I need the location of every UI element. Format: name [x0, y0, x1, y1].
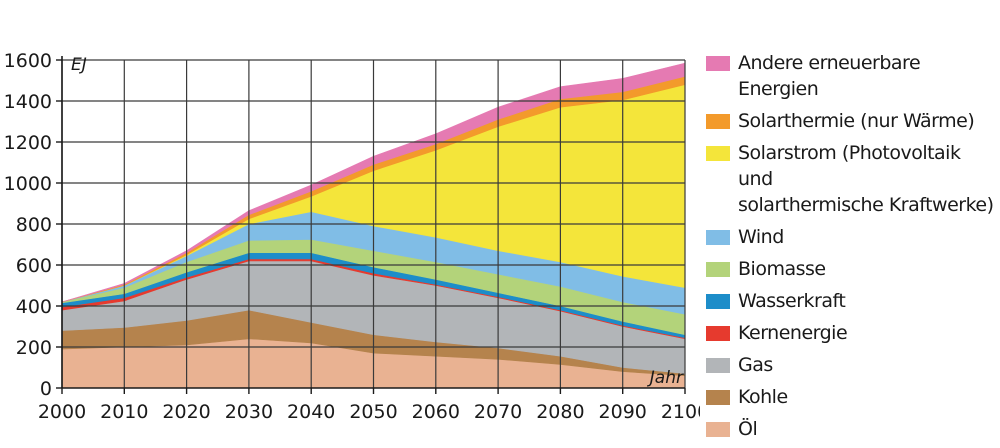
y-tick-label: 400 [16, 296, 52, 318]
legend-label: Öl [738, 418, 758, 440]
legend-swatch [706, 294, 730, 309]
legend-item: Solarthermie (nur Wärme) [706, 108, 1000, 134]
legend-label: Andere erneuerbare Energien [738, 52, 921, 100]
axes [56, 56, 686, 394]
energy-area-chart: 0 200 400 600 800 1000 1200 1400 1600 2000 2010 202… [4, 50, 700, 423]
y-tick-label: 1200 [4, 132, 52, 154]
y-tick-label: 600 [16, 255, 52, 277]
x-tick-label: 2000 [38, 401, 86, 423]
legend-swatch [706, 262, 730, 277]
legend-swatch [706, 114, 730, 129]
legend-label: Gas [738, 354, 773, 376]
y-tick-label: 200 [16, 337, 52, 359]
legend-label: Solarthermie (nur Wärme) [738, 110, 975, 132]
legend-swatch [706, 390, 730, 405]
legend-item: Solarstrom (Photovoltaik und solarthermi… [706, 140, 1000, 218]
x-tick-label: 2090 [599, 401, 647, 423]
legend-item: Gas [706, 352, 1000, 378]
x-tick-label: 2050 [349, 401, 397, 423]
y-axis-unit-label: EJ [71, 55, 87, 75]
y-tick-label: 1600 [4, 50, 52, 72]
x-tick-label: 2070 [474, 401, 522, 423]
legend-swatch [706, 326, 730, 341]
legend-swatch [706, 56, 730, 71]
y-tick-label: 800 [16, 214, 52, 236]
y-tick-label: 0 [40, 378, 52, 400]
legend-item: Wasserkraft [706, 288, 1000, 314]
legend-label: Kernenergie [738, 322, 848, 344]
legend-swatch [706, 358, 730, 373]
legend-swatch [706, 230, 730, 245]
x-tick-label: 2100 [661, 401, 700, 423]
x-axis-unit-label: Jahr [647, 368, 684, 388]
x-tick-label: 2040 [287, 401, 335, 423]
legend-item: Wind [706, 224, 1000, 250]
legend-item: Kernenergie [706, 320, 1000, 346]
legend-item: Kohle [706, 384, 1000, 410]
x-tick-label: 2080 [536, 401, 584, 423]
legend: Andere erneuerbare Energien Solarthermie … [706, 50, 1000, 448]
y-tick-label: 1400 [4, 91, 52, 113]
legend-swatch [706, 146, 730, 161]
x-tick-label: 2020 [162, 401, 210, 423]
legend-item: Öl [706, 416, 1000, 442]
legend-swatch [706, 422, 730, 437]
tick-labels: 0 200 400 600 800 1000 1200 1400 1600 2000 2010 202… [4, 50, 700, 423]
x-tick-label: 2010 [100, 401, 148, 423]
legend-label: Wind [738, 226, 784, 248]
legend-label: Biomasse [738, 258, 826, 280]
legend-label: Wasserkraft [738, 290, 846, 312]
legend-label: Kohle [738, 386, 788, 408]
y-tick-label: 1000 [4, 173, 52, 195]
x-tick-label: 2030 [225, 401, 273, 423]
x-tick-label: 2060 [412, 401, 460, 423]
legend-item: Andere erneuerbare Energien [706, 50, 1000, 102]
legend-item: Biomasse [706, 256, 1000, 282]
legend-label: Solarstrom (Photovoltaik und solarthermi… [738, 142, 994, 216]
